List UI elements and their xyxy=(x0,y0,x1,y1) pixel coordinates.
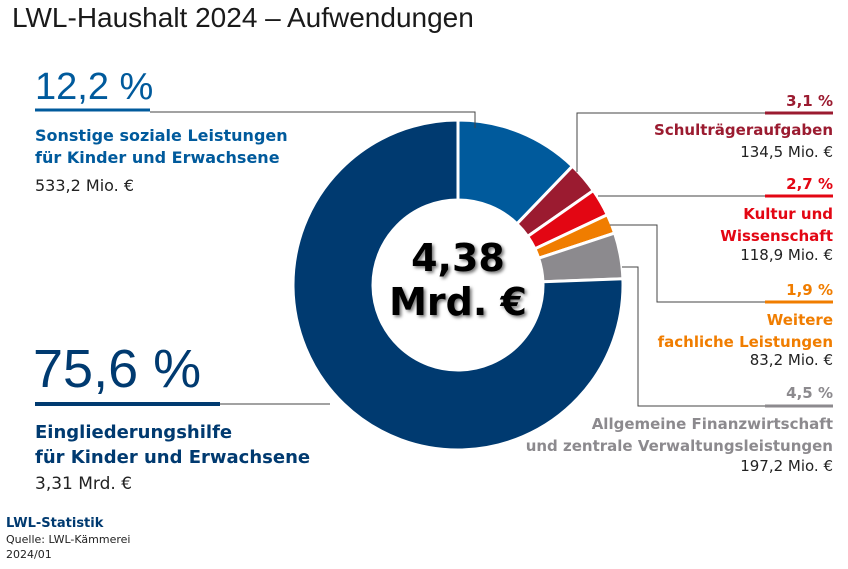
slice-amount: 3,31 Mrd. € xyxy=(35,474,133,494)
slice-pct-label: 75,6 % xyxy=(33,339,202,399)
slice-label-line: für Kinder und Erwachsene xyxy=(35,148,280,167)
slice-label-line: Kultur und xyxy=(743,205,833,223)
slice-label-line: und zentrale Verwaltungsleistungen xyxy=(525,437,833,455)
slice-label-line: Wissenschaft xyxy=(720,227,833,245)
leader-line xyxy=(150,111,476,128)
slice-amount: 118,9 Mio. € xyxy=(740,246,833,264)
total-unit: Mrd. € xyxy=(389,280,527,324)
slice-pct-label: 3,1 % xyxy=(786,92,833,110)
slice-pct-label: 4,5 % xyxy=(786,384,833,402)
slice-label-line: Weitere xyxy=(766,311,833,329)
slice-label-line: Sonstige soziale Leistungen xyxy=(35,126,288,145)
slice-label: Sonstige soziale Leistungen für Kinder u… xyxy=(35,125,288,169)
slice-pct-label: 2,7 % xyxy=(786,175,833,193)
slice-pct-label: 1,9 % xyxy=(786,281,833,299)
total-label: 4,38 Mrd. € xyxy=(373,236,543,324)
donut-slice xyxy=(291,118,625,452)
slice-label-line: für Kinder und Erwachsene xyxy=(35,447,311,468)
slice-amount: 83,2 Mio. € xyxy=(749,351,833,369)
chart-title: LWL-Haushalt 2024 – Aufwendungen xyxy=(12,2,474,33)
slice-label-line: Allgemeine Finanzwirtschaft xyxy=(591,415,833,433)
slice-label: Kultur und Wissenschaft xyxy=(720,203,833,247)
slice-pct-label: 12,2 % xyxy=(35,66,154,108)
slice-label-line: Eingliederungshilfe xyxy=(35,422,233,443)
footer-source: Quelle: LWL-Kämmerei xyxy=(6,533,131,546)
slice-amount: 197,2 Mio. € xyxy=(740,457,833,475)
slice-label: Weitere fachliche Leistungen xyxy=(658,309,833,353)
slice-label: Eingliederungshilfe für Kinder und Erwac… xyxy=(35,420,310,470)
slice-amount: 134,5 Mio. € xyxy=(740,143,833,161)
leader-line xyxy=(622,266,765,407)
total-value: 4,38 xyxy=(411,236,505,280)
slice-amount: 533,2 Mio. € xyxy=(35,176,134,195)
slice-label: Schulträgeraufgaben xyxy=(654,121,833,139)
slice-label: Allgemeine Finanzwirtschaft und zentrale… xyxy=(526,413,833,457)
leader-line xyxy=(610,224,765,303)
footer-org: LWL-Statistik xyxy=(6,516,104,531)
footer-date: 2024/01 xyxy=(6,548,52,561)
leader-line xyxy=(576,112,765,172)
slice-label-line: fachliche Leistungen xyxy=(657,333,833,351)
